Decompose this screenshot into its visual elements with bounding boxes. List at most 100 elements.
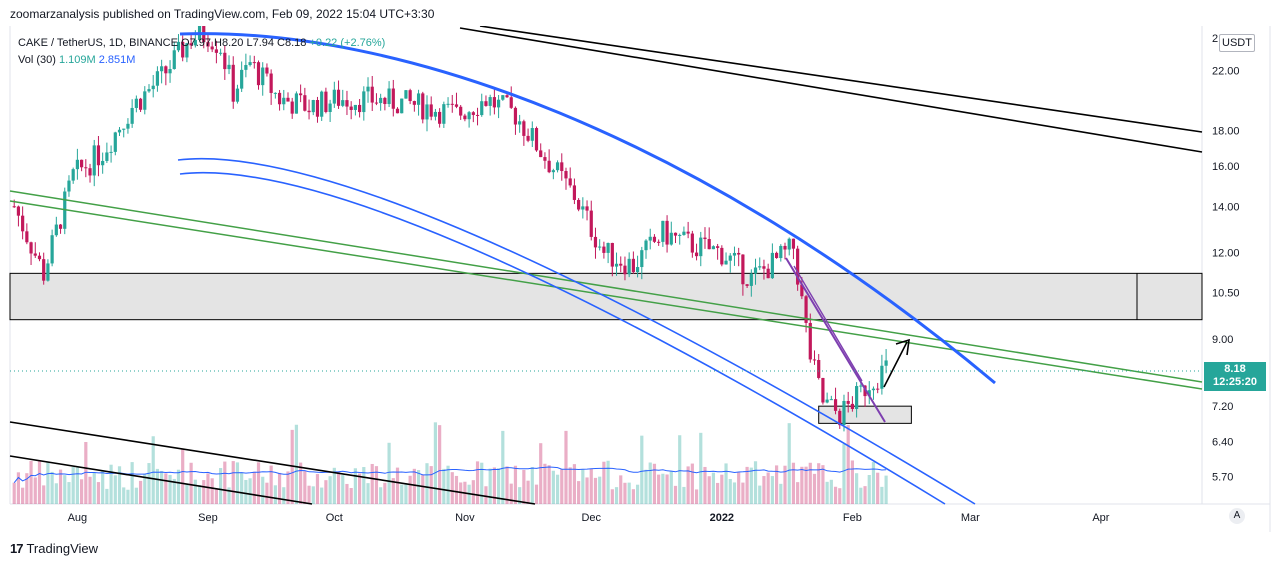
volume-bar <box>164 473 168 504</box>
volume-bar <box>808 462 812 504</box>
blue-arc-main <box>179 32 996 385</box>
candle-body <box>138 98 143 110</box>
volume-bar <box>619 475 623 504</box>
candle-body <box>766 268 770 279</box>
volume-bar <box>770 476 774 504</box>
candle-body <box>774 252 779 259</box>
volume-bar <box>543 463 547 504</box>
volume-bar <box>117 466 122 504</box>
candle-body <box>711 246 716 250</box>
volume-bar <box>492 467 496 504</box>
candle-body <box>694 252 699 257</box>
volume-bar <box>821 465 825 504</box>
candle-body <box>387 88 391 105</box>
candle-body <box>210 46 214 50</box>
candle-body <box>206 42 210 47</box>
volume-bar <box>581 469 585 504</box>
candle-body <box>307 110 311 113</box>
volume-bar <box>876 472 880 504</box>
candle-body <box>585 206 589 211</box>
volume-bar <box>370 463 374 504</box>
volume-bar <box>627 482 631 504</box>
volume-bar <box>635 484 640 504</box>
candle-body <box>522 121 526 136</box>
volume-bar <box>37 460 42 504</box>
candle-body <box>450 103 454 105</box>
candle-body <box>353 104 357 110</box>
candle-body <box>855 386 859 409</box>
price-tick-label: 7.20 <box>1212 401 1233 413</box>
candle-body <box>880 365 884 389</box>
candle-body <box>290 101 294 114</box>
volume-bar <box>379 487 383 504</box>
candle-body <box>176 41 181 51</box>
volume-bar <box>400 484 404 504</box>
volume-bar <box>25 473 29 504</box>
volume-bar <box>812 473 817 504</box>
candle-body <box>248 62 252 66</box>
volume-bar <box>387 442 391 504</box>
volume-bar <box>311 486 315 504</box>
candle-body <box>589 210 593 237</box>
candle-body <box>404 90 408 99</box>
volume-bar <box>223 461 227 504</box>
candle-body <box>286 97 290 102</box>
candle-body <box>598 246 602 248</box>
candle-body <box>454 104 459 107</box>
candle-body <box>678 234 682 236</box>
time-axis: Aug Sep Oct Nov Dec 2022 Feb Mar Apr <box>68 512 1110 524</box>
volume-bar <box>113 475 117 504</box>
volume-bar <box>572 464 577 504</box>
candle-body <box>690 233 694 253</box>
candle-body <box>661 220 665 242</box>
auto-scale-button[interactable]: A <box>1229 508 1245 524</box>
volume-bar <box>699 432 703 504</box>
candle-body <box>227 64 231 70</box>
candle-body <box>408 90 412 102</box>
time-tick-label: Sep <box>198 512 218 524</box>
candle-body <box>686 231 690 234</box>
candle-body <box>366 86 370 92</box>
candle-body <box>117 129 122 133</box>
candle-body <box>320 91 324 117</box>
volume-bar <box>189 462 193 504</box>
volume-bar <box>602 461 606 504</box>
projection-arrow <box>883 338 910 388</box>
volume-bar <box>480 462 484 504</box>
candle-body <box>572 185 577 200</box>
price-tick-label: 18.00 <box>1212 126 1240 138</box>
candle-body <box>673 232 678 236</box>
volume-bar <box>526 480 530 504</box>
candle-body <box>484 101 488 106</box>
candle-body <box>475 114 480 116</box>
chart[interactable]: 22.00 18.00 16.00 14.00 12.00 10.50 9.00 7.20 6.… <box>0 26 1280 532</box>
candle-body <box>172 50 176 70</box>
volume-moving-average <box>13 466 887 484</box>
last-price-value: 8.18 <box>1224 363 1246 375</box>
candle-body <box>185 43 189 58</box>
candle-body <box>433 111 438 117</box>
candle-body <box>627 258 631 275</box>
candle-body <box>568 178 572 186</box>
candle-body <box>25 231 29 243</box>
candle-body <box>728 255 732 261</box>
candle-body <box>181 41 185 58</box>
purple-down-trend <box>785 257 886 423</box>
currency-button[interactable]: USDT <box>1219 34 1255 52</box>
price-tick-label-top: 2 <box>1212 33 1218 45</box>
candle-body <box>42 259 46 281</box>
volume-bar <box>614 487 619 504</box>
candle-body <box>850 403 855 409</box>
time-tick-label: 2022 <box>710 512 734 524</box>
candle-body <box>737 252 741 255</box>
ohlc-values: O7.97 H8.20 L7.94 C8.18 <box>181 37 307 49</box>
candle-body <box>783 245 787 250</box>
volume-bar <box>690 463 694 504</box>
candle-body <box>261 67 265 86</box>
volume-bar <box>606 460 610 504</box>
candle-body <box>21 215 25 232</box>
candle-body <box>219 52 223 54</box>
volume-bar <box>349 487 353 504</box>
candle-body <box>505 95 509 98</box>
volume-bar <box>421 474 425 504</box>
